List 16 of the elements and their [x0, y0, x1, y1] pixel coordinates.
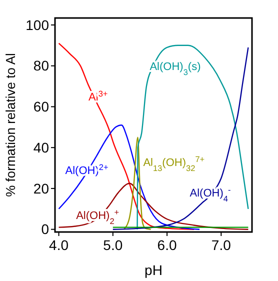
- x-tick-label: 4.0: [49, 237, 69, 253]
- x-tick-label: 7.0: [211, 237, 232, 253]
- line-series: [58, 182, 249, 230]
- line-series: [112, 46, 249, 230]
- y-tick-label: 0: [41, 221, 50, 238]
- line-series: [136, 44, 249, 230]
- y-tick-label: 20: [33, 180, 50, 196]
- y-tick-label: 40: [33, 139, 50, 156]
- x-tick-label: 6.0: [157, 237, 177, 253]
- x-axis-title: pH: [144, 262, 162, 278]
- x-tick-label: 5.0: [103, 237, 123, 253]
- y-tick-label: 60: [33, 98, 50, 115]
- y-tick-label: 80: [33, 58, 50, 74]
- y-tick-label: 100: [26, 16, 50, 33]
- line-series: [123, 136, 152, 230]
- y-axis-title: % formation relative to Al: [3, 53, 18, 197]
